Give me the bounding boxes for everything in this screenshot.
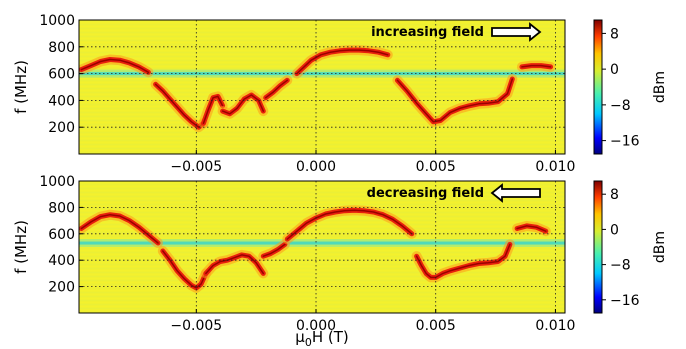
ytick-label-2: 600 xyxy=(48,67,75,83)
trace-core-5 xyxy=(296,49,389,75)
colorbar-label: dBm xyxy=(652,71,668,103)
horizontal-band xyxy=(79,239,565,248)
trace-core-4 xyxy=(264,79,289,99)
cbtick-label-3: −16 xyxy=(610,134,640,150)
trace-core-6 xyxy=(516,225,547,232)
y-ticks: 200 400 600 800 1000 xyxy=(39,13,83,136)
arrow-left-icon xyxy=(490,183,541,203)
trace-core-2 xyxy=(202,95,224,124)
field-annotation: decreasing field xyxy=(367,186,484,201)
cbtick-label-1: 0 xyxy=(610,222,619,238)
trace-core-4 xyxy=(286,209,413,240)
grid-lines xyxy=(79,20,565,154)
ytick-label-2: 600 xyxy=(48,227,75,243)
xtick-label-2: 0.005 xyxy=(416,159,456,175)
panel-increasing: −0.005 0.000 0.005 0.010 200 400 600 800 1000 f… xyxy=(12,13,668,175)
trace-core-7 xyxy=(521,64,552,68)
xtick-label-2: 0.005 xyxy=(416,318,456,334)
ytick-label-0: 200 xyxy=(48,280,75,296)
ytick-label-1: 400 xyxy=(48,93,75,109)
cbtick-label-2: −8 xyxy=(610,98,631,114)
ytick-label-0: 200 xyxy=(48,120,75,136)
ytick-label-1: 400 xyxy=(48,253,75,269)
colorbar-ticks: 8 0 −8 −16 xyxy=(602,26,640,150)
arrow-right-icon xyxy=(491,22,542,42)
ytick-label-4: 1000 xyxy=(39,13,75,29)
y-ticks: 200 400 600 800 1000 xyxy=(39,174,83,296)
xtick-label-1: 0.000 xyxy=(296,159,336,175)
panel-decreasing: −0.005 0.000 0.005 0.010 200 400 600 800 1000 f… xyxy=(12,174,668,334)
cbtick-label-3: −16 xyxy=(610,293,640,309)
cbtick-label-0: 8 xyxy=(610,26,619,42)
xtick-label-3: 0.010 xyxy=(535,159,575,175)
y-axis-label: f (MHz) xyxy=(12,60,30,114)
x-axis-label-suffix: H (T) xyxy=(312,328,349,346)
x-ticks: −0.005 0.000 0.005 0.010 xyxy=(170,309,575,334)
xtick-label-1: 0.000 xyxy=(296,318,336,334)
xtick-label-3: 0.010 xyxy=(535,318,575,334)
trace-core-3 xyxy=(221,94,265,115)
trace-core-0 xyxy=(80,58,150,74)
cbtick-label-0: 8 xyxy=(610,187,619,203)
colorbar-label: dBm xyxy=(652,231,668,263)
ytick-label-3: 800 xyxy=(48,200,75,216)
trace-core-1 xyxy=(162,250,207,289)
x-axis-label-sub: 0 xyxy=(305,336,312,349)
x-axis-label: μ0H (T) xyxy=(295,328,348,349)
x-axis-label-prefix: μ xyxy=(295,328,305,346)
colorbar xyxy=(593,180,603,314)
trace-core-5 xyxy=(415,243,511,279)
trace-core-3 xyxy=(262,243,286,257)
colorbar xyxy=(593,19,603,155)
trace-core-2 xyxy=(205,254,265,275)
trace-core-1 xyxy=(154,83,205,128)
y-axis-label: f (MHz) xyxy=(12,220,30,274)
grid-lines xyxy=(79,181,565,313)
axes-frame xyxy=(78,180,566,314)
ytick-label-3: 800 xyxy=(48,40,75,56)
xtick-label-0: −0.005 xyxy=(170,159,222,175)
xtick-label-0: −0.005 xyxy=(170,318,222,334)
band-core xyxy=(79,72,565,76)
field-annotation: increasing field xyxy=(371,25,484,40)
trace-core-0 xyxy=(80,213,159,244)
horizontal-band xyxy=(79,69,565,78)
resonance-traces xyxy=(79,45,556,133)
x-ticks: −0.005 0.000 0.005 0.010 xyxy=(170,150,575,175)
cbtick-label-1: 0 xyxy=(610,62,619,78)
colorbar-ticks: 8 0 −8 −16 xyxy=(602,187,640,309)
band-core xyxy=(79,241,565,245)
trace-core-6 xyxy=(396,78,514,123)
axes-frame xyxy=(78,19,566,155)
resonance-traces xyxy=(79,205,551,293)
ytick-label-4: 1000 xyxy=(39,174,75,190)
cbtick-label-2: −8 xyxy=(610,258,631,274)
